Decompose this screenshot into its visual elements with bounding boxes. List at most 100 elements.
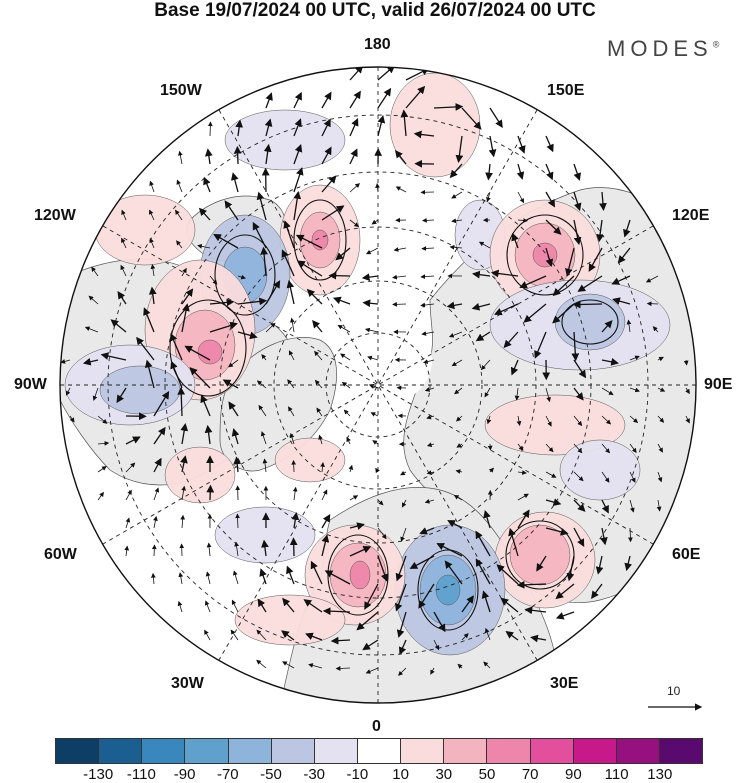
wind-vector-arrow	[303, 599, 323, 613]
wind-vector-arrow	[601, 443, 611, 454]
wind-vector-arrow	[293, 143, 303, 165]
colorbar-tick-label: -70	[216, 766, 239, 783]
colorbar-swatch	[56, 739, 100, 763]
wind-vector-arrow	[207, 121, 213, 137]
wind-vector-arrow	[176, 240, 183, 249]
wind-vector-arrow	[657, 387, 666, 392]
wind-vector-arrow	[573, 415, 583, 427]
wind-vector-arrow	[316, 407, 323, 417]
wind-vector-arrow	[455, 469, 463, 474]
colorbar-swatch	[401, 739, 445, 763]
wind-vector-arrow	[88, 295, 99, 305]
wind-vector-arrow	[181, 267, 187, 277]
wind-vector-arrow	[181, 303, 190, 333]
lon-label-0: 0	[372, 718, 381, 735]
wind-vector-arrow	[340, 353, 351, 361]
wind-vector-arrow	[447, 520, 463, 529]
wind-vector-arrow	[484, 387, 491, 398]
wind-vector-arrow	[629, 443, 637, 454]
wind-vector-arrow	[488, 135, 497, 158]
lat-circle-40n	[107, 114, 649, 656]
wind-vector-arrow	[454, 387, 463, 395]
wind-vector-arrow	[150, 264, 156, 277]
wind-vector-arrow	[234, 541, 239, 557]
wind-vector-arrow	[264, 118, 273, 137]
brand-mark: ®	[712, 39, 720, 50]
wind-vector-arrow	[362, 299, 379, 308]
wind-vector-arrow	[377, 67, 395, 81]
wind-vector-arrow	[395, 555, 407, 582]
wind-vector-arrow	[321, 534, 330, 557]
wind-vector-arrow	[483, 661, 491, 669]
wind-vector-arrow	[260, 431, 267, 445]
wind-vector-arrow	[377, 499, 384, 506]
colorbar-tick-label: -30	[303, 766, 326, 783]
wind-vector-arrow	[230, 172, 239, 193]
colorbar-swatch	[314, 739, 358, 763]
wind-vector-arrow	[92, 387, 99, 401]
meridian-120w-60e	[102, 225, 654, 545]
wind-vector-arrow	[420, 302, 435, 308]
wind-vector-arrow	[573, 499, 586, 512]
wind-vector-arrow	[252, 221, 267, 249]
wind-vector-arrow	[349, 90, 361, 109]
colorbar-swatch	[185, 739, 229, 763]
wind-vector-arrow	[596, 219, 604, 243]
anomaly-shading	[64, 72, 671, 656]
wind-vector-arrow	[457, 663, 463, 669]
wind-vector-arrow	[328, 271, 351, 280]
wind-vector-arrow	[321, 146, 332, 165]
wind-vector-arrow	[206, 484, 215, 501]
wind-vector-arrow	[318, 434, 323, 445]
pole-region	[348, 318, 432, 402]
wind-vector-arrow	[293, 118, 302, 137]
colorbar-tick-label: 110	[604, 766, 629, 783]
wind-vector-arrow	[461, 107, 482, 130]
wind-vector-arrow	[110, 319, 127, 333]
lon-label-90e: 90E	[704, 376, 733, 393]
anomaly-neg-15e-max	[435, 574, 461, 606]
wind-vector-arrow	[552, 303, 575, 324]
wind-vector-arrow	[349, 148, 358, 165]
wind-vector-arrow	[545, 387, 551, 403]
wind-vector-arrow	[292, 486, 298, 501]
wind-vector-arrow	[545, 219, 562, 235]
wind-vector-arrow	[449, 244, 463, 250]
wind-vector-arrow	[184, 345, 211, 361]
wind-vector-arrow	[436, 543, 463, 557]
wind-vector-arrow	[288, 406, 295, 417]
anomaly-pos-100w-max	[197, 339, 223, 365]
wind-vector-arrow	[312, 319, 323, 333]
wind-vector-arrow	[433, 639, 440, 651]
contour-100e	[561, 299, 619, 345]
wind-vector-arrow	[256, 191, 267, 221]
anomaly-pos-80e	[484, 394, 626, 456]
wind-vector-arrow	[433, 611, 446, 633]
wind-vector-arrow	[500, 597, 519, 613]
colorbar-tick-label: -10	[346, 766, 369, 783]
colorbar-swatch	[444, 739, 488, 763]
wind-vector-arrow	[396, 611, 407, 638]
wind-vector-arrow	[256, 380, 267, 389]
wind-vector-arrow	[683, 359, 689, 366]
wind-vector-arrow	[153, 457, 162, 473]
wind-vector-arrow	[310, 560, 323, 585]
wind-vector-arrow	[125, 462, 136, 473]
wind-vector-arrow	[324, 570, 351, 585]
wind-vector-arrow	[485, 163, 493, 181]
wind-vector-arrow	[451, 218, 463, 224]
lon-label-30e: 30E	[550, 675, 579, 692]
wind-vector-arrow	[652, 326, 659, 333]
wind-vector-arrow	[84, 326, 99, 333]
lon-label-120w: 120W	[34, 207, 76, 224]
wind-vector-arrow	[181, 485, 186, 501]
wind-vector-arrow	[265, 322, 276, 333]
wind-vector-arrow	[97, 466, 107, 473]
wind-vector-arrow	[573, 443, 583, 454]
wind-vector-arrow	[489, 107, 503, 128]
wind-vector-arrow	[125, 489, 132, 501]
wind-vector-arrow	[321, 513, 331, 529]
wind-vector-arrow	[169, 333, 183, 361]
wind-vector-arrow	[136, 336, 155, 361]
wind-vector-arrow	[321, 91, 332, 109]
